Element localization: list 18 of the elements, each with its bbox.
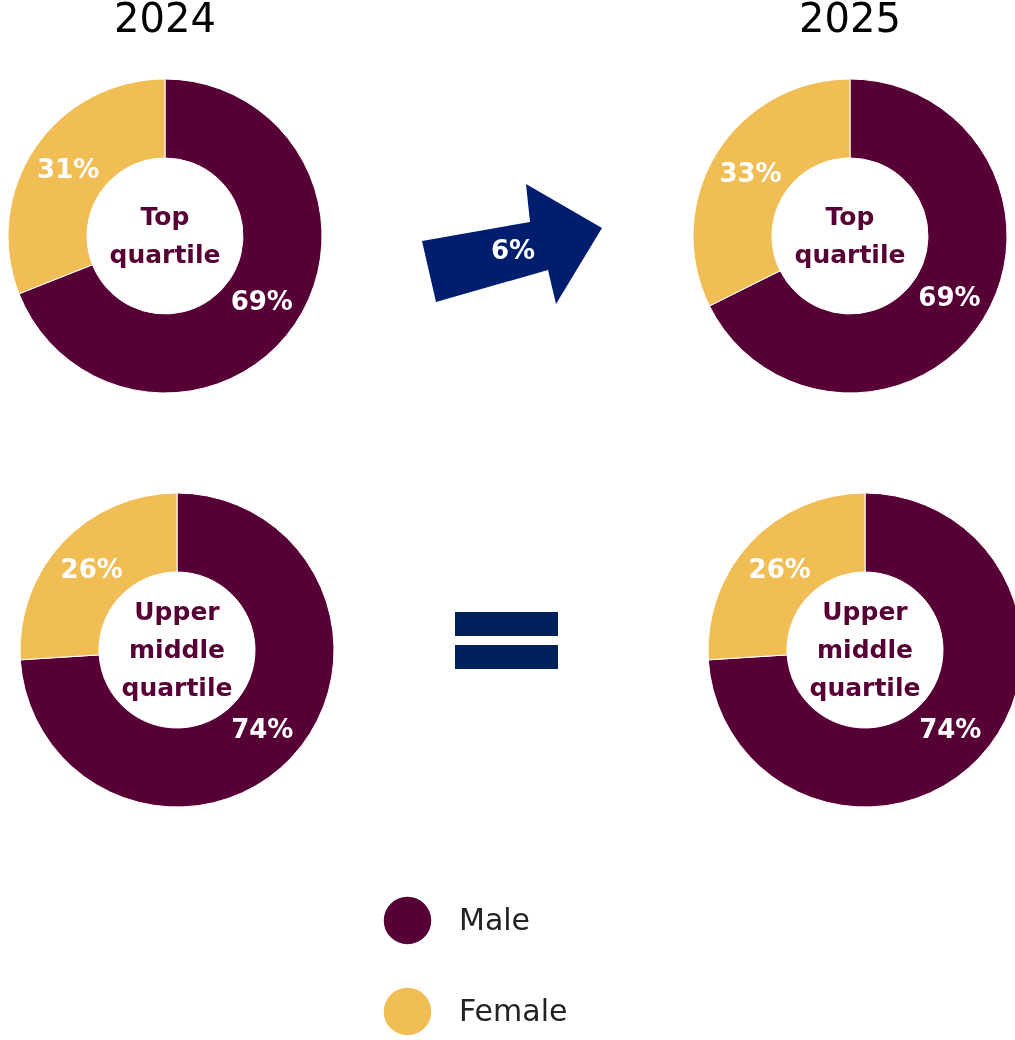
chart-title: 2024: [114, 0, 216, 41]
text: 6%: [490, 235, 536, 265]
data-label: 33%: [719, 158, 782, 189]
text: Upper middle quartile: [809, 597, 921, 702]
data-label: 26%: [60, 553, 123, 584]
text: Upper middle quartile: [121, 597, 233, 702]
legend-label: Male: [459, 901, 531, 937]
data-label: 74%: [919, 714, 982, 745]
data-label: 26%: [748, 553, 811, 584]
donut-slice: [19, 492, 335, 808]
data-label: 74%: [231, 714, 294, 745]
data-label: 31%: [37, 154, 100, 185]
text: Top quartile: [794, 202, 906, 269]
text: Top quartile: [109, 202, 221, 269]
data-label: 69%: [918, 281, 981, 312]
chart-title: 2025: [799, 0, 901, 41]
legend-label: Female: [459, 992, 568, 1028]
data-label: 69%: [230, 285, 293, 316]
